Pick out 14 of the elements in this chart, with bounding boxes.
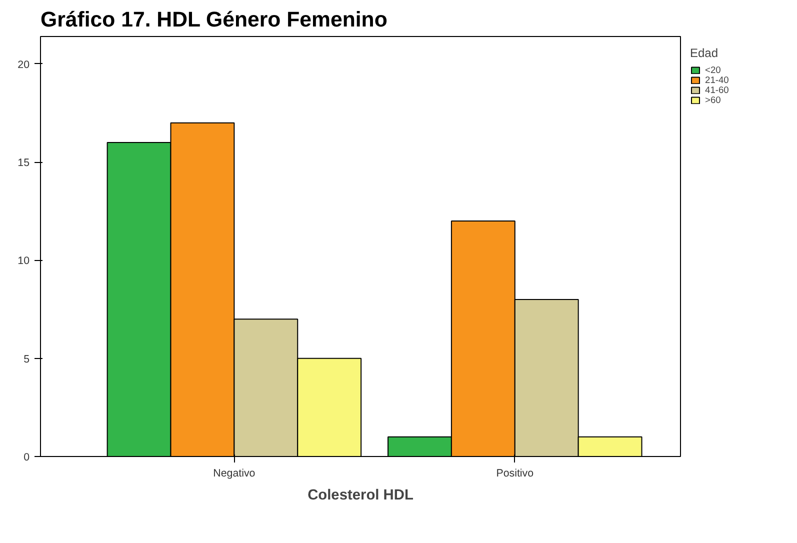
legend-title: Edad	[690, 46, 720, 60]
x-axis-title: Colesterol HDL	[308, 488, 414, 504]
y-tick-label: 5	[24, 353, 30, 366]
chart-title: Gráfico 17. HDL Género Femenino	[40, 8, 388, 32]
y-tick-label: 15	[18, 157, 30, 170]
y-tick-label: 10	[18, 255, 30, 268]
legend-label: <20	[705, 65, 722, 75]
legend-label: 21-40	[705, 75, 729, 85]
x-tick-label: Positivo	[496, 468, 534, 480]
y-tick-label: 0	[24, 452, 30, 464]
legend-label: >60	[705, 95, 722, 105]
x-tick-label: Negativo	[213, 468, 256, 480]
y-tick-label: 20	[18, 58, 30, 71]
legend-label: 41-60	[705, 85, 729, 95]
